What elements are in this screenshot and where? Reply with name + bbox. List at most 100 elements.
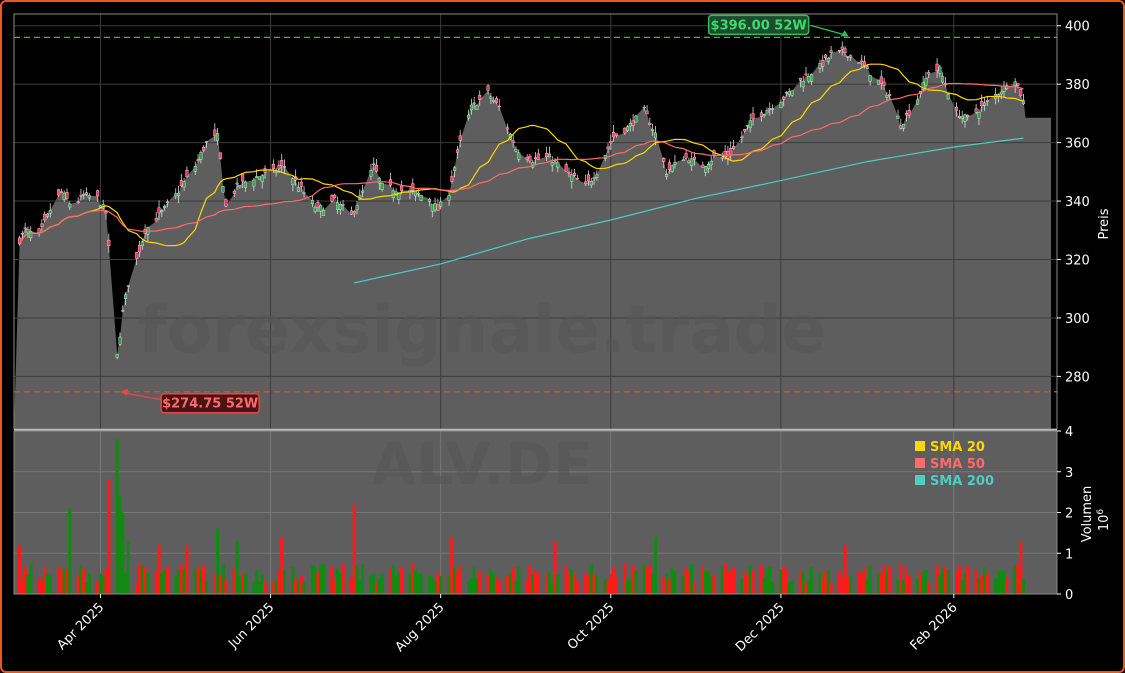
candle-body (1016, 83, 1020, 86)
high-52w-arrow (810, 24, 847, 37)
candle-body (804, 73, 808, 76)
volume-bar (349, 578, 354, 594)
candle (762, 113, 766, 118)
legend-label: SMA 50 (930, 457, 985, 472)
volume-bar (427, 576, 432, 594)
volume-scale-label: 106 (1096, 509, 1112, 532)
volume-bar (411, 563, 415, 594)
candle (606, 143, 610, 153)
candle-body (20, 233, 24, 235)
candle-body (369, 170, 373, 177)
candle (651, 123, 655, 136)
volume-bar (729, 571, 733, 594)
volume-bar (313, 566, 317, 594)
candle (68, 201, 72, 211)
volume-bar (497, 580, 501, 594)
candle (243, 180, 247, 192)
candle-body (135, 252, 139, 259)
candle-body (467, 114, 471, 119)
candle (843, 46, 847, 57)
candle-body (196, 159, 200, 161)
candle (302, 186, 306, 198)
candle-body (592, 177, 596, 179)
candle (857, 61, 861, 64)
volume-bar (486, 574, 490, 594)
candle (76, 197, 80, 204)
volume-bar (450, 536, 454, 594)
candle-body (274, 171, 278, 173)
candle (782, 95, 786, 107)
candle-body (333, 194, 337, 199)
volume-bar (235, 541, 239, 594)
candle-body (667, 162, 671, 170)
volume-bar (860, 573, 864, 594)
volume-bar (377, 578, 381, 594)
candle-body (280, 160, 284, 167)
candle-body (547, 153, 551, 158)
candle-body (436, 204, 440, 211)
candle-body (224, 199, 228, 207)
candle (648, 117, 652, 126)
volume-bar (310, 565, 314, 594)
volume-bar (701, 566, 705, 594)
candle (238, 185, 242, 189)
volume-bar (862, 567, 867, 594)
candle-body (338, 203, 342, 210)
candle-body (121, 310, 125, 312)
candle-body (966, 114, 970, 118)
candle-body (665, 174, 669, 177)
candle (419, 194, 423, 202)
candle (79, 188, 83, 201)
volume-bar (154, 571, 158, 594)
candle-body (771, 108, 775, 110)
sma-200-line (354, 137, 1024, 284)
volume-bar (879, 573, 883, 594)
candle (115, 353, 119, 360)
candle-body (740, 136, 744, 139)
volume-bar (681, 575, 685, 594)
volume-bar (360, 563, 365, 594)
volume-bar (899, 564, 903, 594)
volume-bar (146, 572, 150, 594)
low-52w-label: $274.75 52W (162, 397, 258, 412)
candle-body (927, 72, 931, 75)
candle-body (865, 66, 869, 69)
volume-bar (868, 565, 872, 594)
legend-label: SMA 200 (930, 474, 994, 489)
volume-bar (645, 566, 649, 594)
candle-body (879, 76, 883, 84)
candle-body (260, 175, 264, 182)
volume-bar (472, 567, 476, 594)
volume-bar (118, 496, 122, 594)
volume-bar (204, 581, 209, 594)
volume-bar (609, 574, 613, 594)
candle-body (810, 74, 814, 82)
candle (779, 99, 783, 109)
volume-bar (982, 567, 987, 594)
candle-body (534, 157, 538, 160)
candle-body (241, 174, 245, 182)
candle-body (573, 172, 577, 176)
candle (107, 233, 111, 253)
high-52w-annotation: $396.00 52W (707, 14, 849, 37)
volume-bar (263, 581, 267, 594)
price-tick-label: 340 (1065, 195, 1090, 210)
candle-body (76, 201, 80, 203)
52-week-annotations: $396.00 52W $274.75 52W (120, 14, 849, 414)
sma-20-line (19, 63, 1024, 247)
volume-bar (439, 576, 443, 594)
candle (274, 167, 278, 177)
volume-bar (255, 569, 259, 594)
high-52w-arrowhead (840, 30, 849, 37)
volume-bar (787, 582, 791, 594)
candle-body (784, 92, 788, 94)
candle-body (586, 174, 590, 182)
candle-body (843, 48, 847, 53)
candle-body (706, 164, 710, 169)
candle (589, 177, 593, 189)
volume-bar (584, 573, 588, 594)
candle-body (623, 127, 627, 134)
volume-bar (726, 571, 730, 594)
candle-body (352, 211, 356, 214)
volume-bar (458, 565, 462, 594)
